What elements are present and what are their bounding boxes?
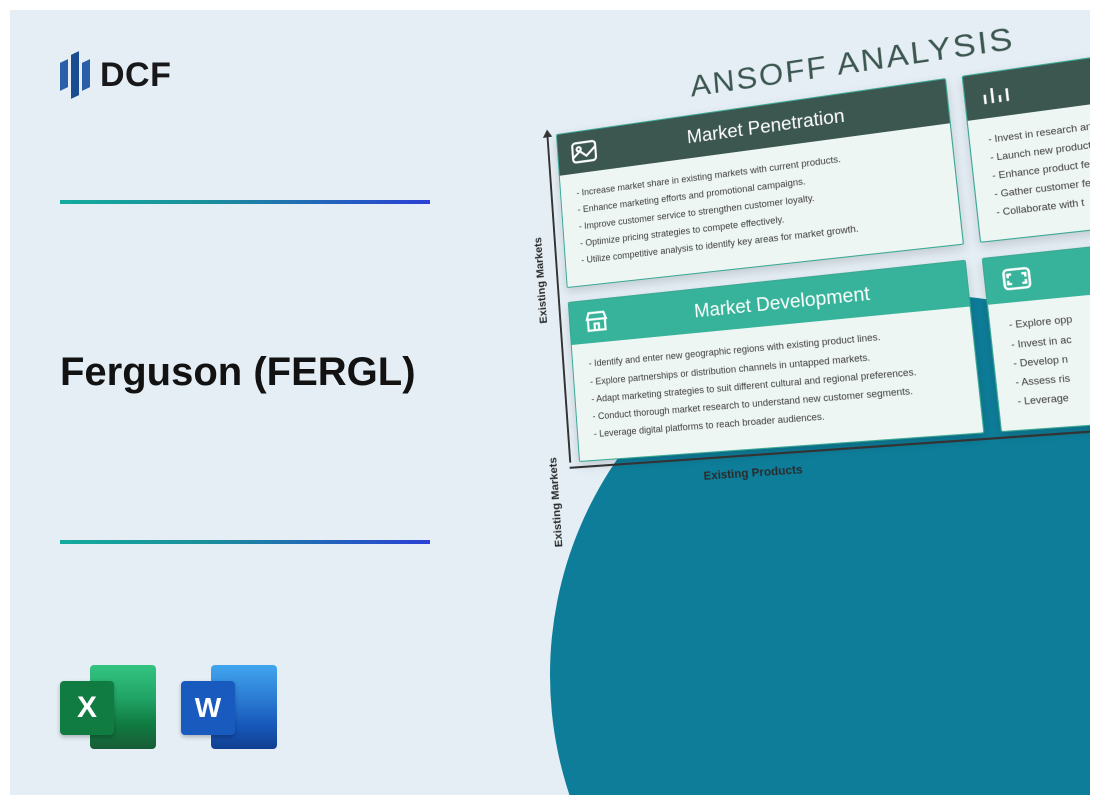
logo-bars-icon [60,50,90,100]
y-axis-label-top: Existing Markets [533,237,550,325]
page-title: Ferguson (FERGL) [60,350,416,395]
brand-name: DCF [100,56,171,95]
card-market-development: Market Development Identify and enter ne… [568,260,985,462]
brand-logo: DCF [60,50,171,100]
card-title [1046,255,1090,276]
divider-bottom [60,540,430,544]
storefront-icon [583,309,610,334]
divider-top [60,200,430,204]
card-product-development: Invest in research andLaunch new product… [962,35,1090,244]
card-title [1025,62,1090,91]
ansoff-matrix: ANSOFF ANALYSIS Existing Markets Existin… [527,10,1090,493]
y-axis-label-bottom: Existing Markets [547,457,565,548]
canvas: DCF Ferguson (FERGL) X W ANSOFF ANALYSIS… [10,10,1090,795]
bar-chart-icon [980,81,1012,108]
expand-icon [1000,266,1033,293]
card-diversification: Explore oppInvest in acDevelop nAssess r… [982,228,1090,433]
word-icon: W [181,659,277,755]
image-icon [571,139,597,164]
file-type-icons: X W [60,659,277,755]
excel-icon: X [60,659,156,755]
